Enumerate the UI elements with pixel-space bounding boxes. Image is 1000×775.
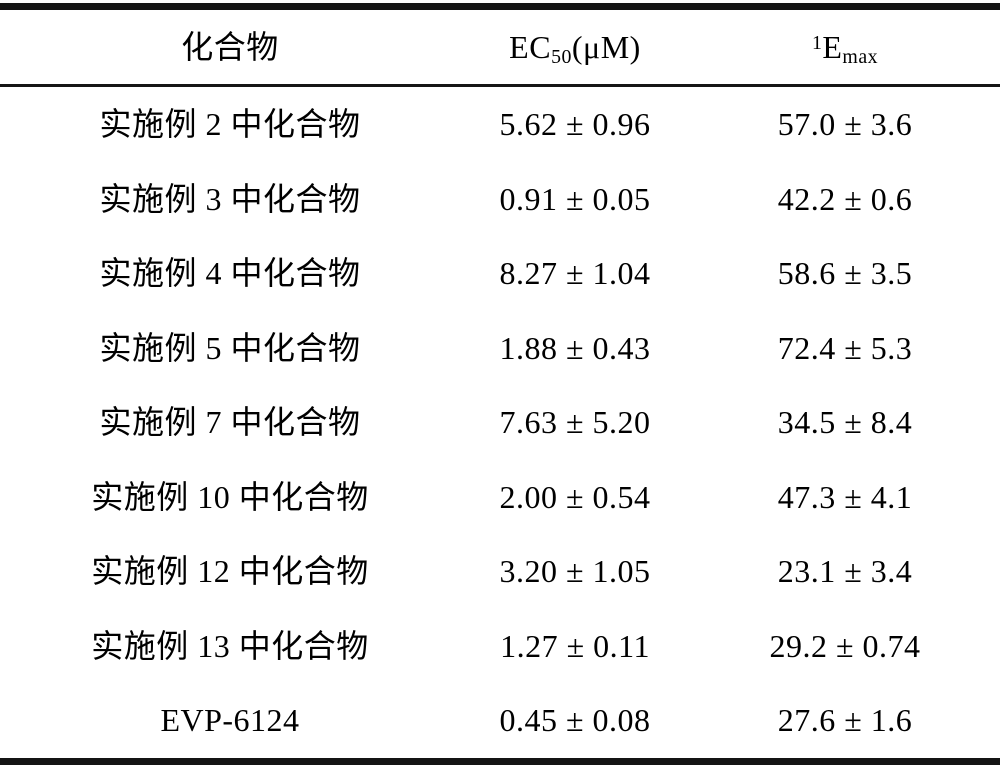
cell-compound: 实施例 5 中化合物 xyxy=(99,329,361,366)
cell-compound: 实施例 3 中化合物 xyxy=(99,180,361,217)
cell-emax: 58.6 ± 3.5 xyxy=(777,255,913,292)
header-emax-subscript: max xyxy=(842,45,879,68)
results-table: 化合物 EC50(μM) 1Emax 实施例 2 中化合物 5.62 ± 0.9… xyxy=(0,3,1000,765)
cell-ec50: 0.91 ± 0.05 xyxy=(499,180,651,217)
table-row: 实施例 2 中化合物 5.62 ± 0.96 57.0 ± 3.6 xyxy=(0,87,1000,162)
cell-compound: 实施例 12 中化合物 xyxy=(91,553,369,590)
cell-compound: 实施例 4 中化合物 xyxy=(99,255,361,292)
cell-ec50: 1.27 ± 0.11 xyxy=(500,627,650,664)
cell-emax: 29.2 ± 0.74 xyxy=(769,627,921,664)
cell-emax: 42.2 ± 0.6 xyxy=(777,180,913,217)
table-header-row: 化合物 EC50(μM) 1Emax xyxy=(0,10,1000,87)
header-ec50: EC50(μM) xyxy=(460,29,690,67)
cell-compound: 实施例 2 中化合物 xyxy=(99,106,361,143)
table-row: 实施例 10 中化合物 2.00 ± 0.54 47.3 ± 4.1 xyxy=(0,460,1000,535)
table-row: 实施例 3 中化合物 0.91 ± 0.05 42.2 ± 0.6 xyxy=(0,162,1000,237)
header-emax: 1Emax xyxy=(690,29,1000,67)
table-row: EVP-6124 0.45 ± 0.08 27.6 ± 1.6 xyxy=(0,683,1000,758)
cell-ec50: 8.27 ± 1.04 xyxy=(499,255,651,292)
cell-ec50: 0.45 ± 0.08 xyxy=(499,702,651,739)
cell-ec50: 7.63 ± 5.20 xyxy=(499,404,651,441)
table-row: 实施例 13 中化合物 1.27 ± 0.11 29.2 ± 0.74 xyxy=(0,609,1000,684)
table-row: 实施例 12 中化合物 3.20 ± 1.05 23.1 ± 3.4 xyxy=(0,534,1000,609)
cell-compound: EVP-6124 xyxy=(160,702,300,739)
cell-compound: 实施例 7 中化合物 xyxy=(99,404,361,441)
header-ec50-subscript: 50 xyxy=(551,45,572,68)
header-ec50-base: EC xyxy=(509,29,552,65)
cell-emax: 34.5 ± 8.4 xyxy=(777,404,913,441)
table-row: 实施例 7 中化合物 7.63 ± 5.20 34.5 ± 8.4 xyxy=(0,385,1000,460)
table-top-rule xyxy=(0,3,1000,10)
header-compound: 化合物 xyxy=(181,29,279,65)
cell-compound: 实施例 10 中化合物 xyxy=(91,478,369,515)
table-row: 实施例 4 中化合物 8.27 ± 1.04 58.6 ± 3.5 xyxy=(0,236,1000,311)
cell-emax: 57.0 ± 3.6 xyxy=(777,106,913,143)
cell-emax: 23.1 ± 3.4 xyxy=(777,553,913,590)
table-bottom-rule xyxy=(0,757,1000,765)
header-ec50-unit: (μM) xyxy=(571,29,641,65)
table-row: 实施例 5 中化合物 1.88 ± 0.43 72.4 ± 5.3 xyxy=(0,311,1000,386)
header-emax-base: E xyxy=(822,29,843,65)
cell-emax: 72.4 ± 5.3 xyxy=(777,329,913,366)
header-emax-superscript: 1 xyxy=(811,32,823,55)
cell-emax: 27.6 ± 1.6 xyxy=(777,702,913,739)
cell-compound: 实施例 13 中化合物 xyxy=(91,627,369,664)
cell-ec50: 3.20 ± 1.05 xyxy=(499,553,651,590)
cell-emax: 47.3 ± 4.1 xyxy=(777,478,913,515)
cell-ec50: 5.62 ± 0.96 xyxy=(499,106,651,143)
cell-ec50: 1.88 ± 0.43 xyxy=(499,329,651,366)
cell-ec50: 2.00 ± 0.54 xyxy=(499,478,651,515)
